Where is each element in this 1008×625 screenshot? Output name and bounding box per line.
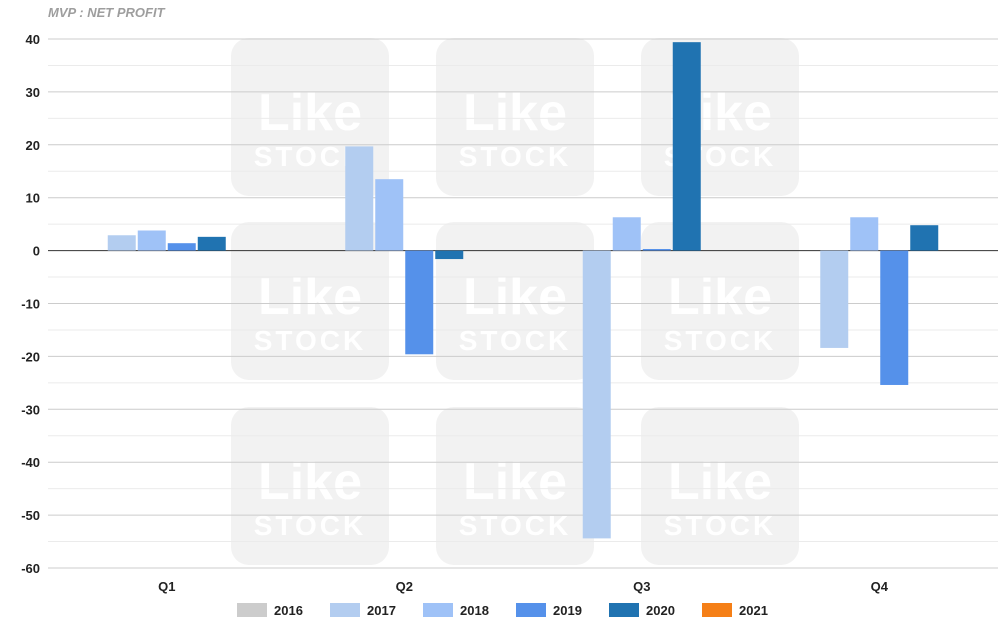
watermark-tile-bg	[436, 38, 594, 196]
chart-title: MVP : NET PROFIT	[48, 5, 165, 20]
bar-2019-Q3	[642, 249, 671, 251]
y-tick-label: 20	[26, 138, 40, 153]
bar-2020-Q1	[197, 236, 226, 251]
watermark-text: Like	[258, 84, 362, 142]
watermark-layer: LikeSTOCKLikeSTOCKLikeSTOCKLikeSTOCKLike…	[231, 38, 799, 565]
x-category-label: Q2	[396, 579, 413, 594]
bar-2018-Q3	[612, 217, 641, 251]
bar-2020-Q3	[672, 42, 701, 251]
legend-swatch	[330, 603, 360, 617]
legend-label: 2021	[739, 603, 768, 618]
bar-2017-Q3	[582, 250, 611, 539]
watermark-text: Like	[463, 84, 567, 142]
bar-2020-Q2	[435, 250, 464, 260]
legend-label: 2019	[553, 603, 582, 618]
legend-swatch	[237, 603, 267, 617]
legend-item-2020[interactable]: 2020	[609, 603, 675, 618]
y-tick-label: -20	[21, 349, 40, 364]
bar-2017-Q1	[107, 235, 136, 251]
y-tick-label: -60	[21, 561, 40, 576]
watermark-tile-bg	[641, 222, 799, 380]
x-category-label: Q4	[871, 579, 889, 594]
bar-2017-Q4	[820, 250, 849, 348]
bar-2019-Q4	[880, 250, 909, 385]
watermark-subtext: STOCK	[254, 141, 367, 172]
y-tick-label: 0	[33, 244, 40, 259]
legend-swatch	[516, 603, 546, 617]
y-tick-label: -50	[21, 508, 40, 523]
legend-label: 2018	[460, 603, 489, 618]
y-tick-label: -10	[21, 297, 40, 312]
watermark-text: Like	[668, 268, 772, 326]
legend-label: 2020	[646, 603, 675, 618]
watermark-tile-bg	[641, 407, 799, 565]
watermark-tile-bg	[436, 222, 594, 380]
legend-swatch	[609, 603, 639, 617]
watermark-tile-bg	[231, 407, 389, 565]
bar-2019-Q1	[167, 243, 196, 251]
y-axis-ticks: 40 30 20 10 0 -10 -20 -30 -40 -50 -60	[21, 32, 40, 576]
bar-2019-Q2	[405, 250, 434, 355]
bars	[107, 42, 939, 539]
y-tick-label: 10	[26, 191, 40, 206]
y-tick-label: -40	[21, 455, 40, 470]
x-axis-categories: Q1 Q2 Q3 Q4	[158, 579, 889, 594]
legend-item-2016[interactable]: 2016	[237, 603, 303, 618]
legend: 2016 2017 2018 2019 2020 2021	[237, 603, 768, 618]
legend-swatch	[423, 603, 453, 617]
y-tick-label: -30	[21, 402, 40, 417]
legend-item-2018[interactable]: 2018	[423, 603, 489, 618]
bar-2018-Q1	[137, 230, 166, 251]
legend-label: 2017	[367, 603, 396, 618]
y-tick-label: 30	[26, 85, 40, 100]
x-category-label: Q3	[633, 579, 650, 594]
watermark-tile-bg	[436, 407, 594, 565]
watermark-text: Like	[258, 268, 362, 326]
legend-label: 2016	[274, 603, 303, 618]
legend-item-2017[interactable]: 2017	[330, 603, 396, 618]
watermark-text: Like	[463, 268, 567, 326]
legend-swatch	[702, 603, 732, 617]
bar-2020-Q4	[910, 225, 939, 251]
legend-item-2019[interactable]: 2019	[516, 603, 582, 618]
y-tick-label: 40	[26, 32, 40, 47]
bar-2018-Q4	[850, 217, 879, 251]
watermark-subtext: STOCK	[459, 141, 572, 172]
x-category-label: Q1	[158, 579, 175, 594]
bar-2018-Q2	[375, 179, 404, 251]
watermark-tile-bg	[231, 222, 389, 380]
legend-item-2021[interactable]: 2021	[702, 603, 768, 618]
bar-2017-Q2	[345, 146, 374, 251]
gridlines	[48, 38, 998, 569]
